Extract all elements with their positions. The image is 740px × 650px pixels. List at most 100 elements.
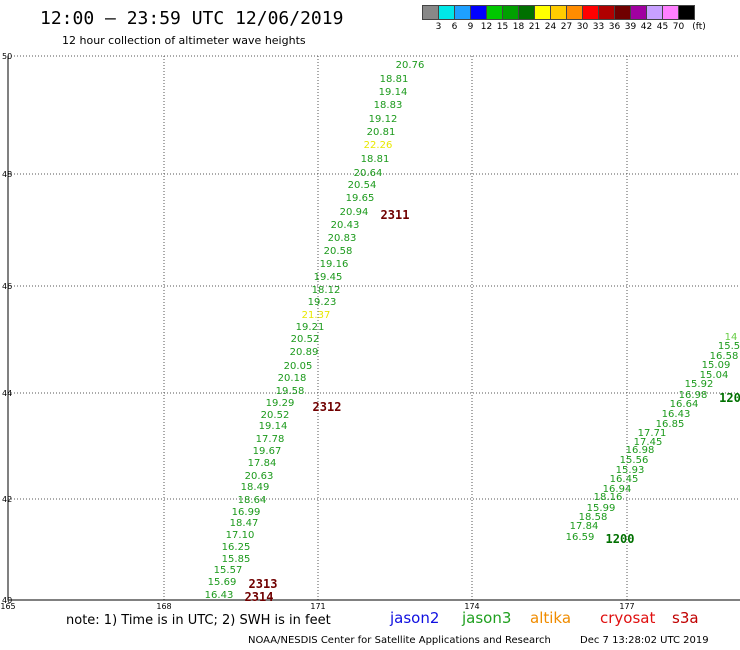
wave-height-reading: 16.59 [566, 532, 595, 543]
wave-height-reading: 16.94 [603, 484, 632, 495]
wave-height-reading: 17.71 [638, 428, 667, 439]
wave-height-reading: 16.98 [679, 390, 708, 401]
latitude-tick-label: 48 [2, 170, 12, 179]
color-scale-label: 70 [672, 22, 685, 32]
wave-height-reading: 14 [725, 332, 738, 343]
wave-height-reading: 16.58 [710, 351, 739, 362]
color-scale-label: 3 [435, 22, 442, 32]
time-mark: 2312 [313, 400, 342, 414]
wave-height-reading: 20.64 [354, 168, 383, 179]
time-mark: 2314 [245, 590, 274, 604]
wave-height-reading: 15.56 [620, 455, 649, 466]
longitude-tick-label: 177 [619, 602, 634, 611]
wave-height-reading: 18.47 [230, 518, 259, 529]
longitude-tick-label: 174 [464, 602, 479, 611]
wave-height-reading: 20.94 [340, 207, 369, 218]
wave-height-reading: 16.98 [626, 445, 655, 456]
color-scale-unit: (ft) [692, 22, 706, 32]
wave-height-reading: 20.83 [328, 233, 357, 244]
wave-height-reading: 17.84 [248, 458, 277, 469]
wave-height-reading: 15.69 [208, 577, 237, 588]
wave-height-reading: 16.99 [232, 507, 261, 518]
longitude-tick-label: 168 [156, 602, 171, 611]
generated-timestamp: Dec 7 13:28:02 UTC 2019 [580, 635, 709, 646]
wave-height-reading: 18.49 [241, 482, 270, 493]
color-scale-label: 33 [592, 22, 605, 32]
wave-height-reading: 19.14 [379, 87, 408, 98]
footer-note: note: 1) Time is in UTC; 2) SWH is in fe… [66, 613, 331, 628]
color-scale-label: 6 [451, 22, 458, 32]
map-title: 12:00 – 23:59 UTC 12/06/2019 [40, 8, 344, 29]
latitude-tick-label: 44 [2, 389, 12, 398]
wave-height-reading: 20.58 [324, 246, 353, 257]
map-subtitle: 12 hour collection of altimeter wave hei… [62, 34, 306, 47]
wave-height-reading: 20.18 [278, 373, 307, 384]
wave-height-reading: 22.26 [364, 140, 393, 151]
color-scale-labels: 3 6 9 12 15 18 21 24 27 30 33 36 39 42 45 70 (ft) [422, 22, 740, 34]
color-scale-label: 21 [528, 22, 541, 32]
latitude-tick-label: 46 [2, 282, 12, 291]
wave-height-reading: 17.45 [634, 437, 663, 448]
time-mark: 1200 [606, 532, 635, 546]
wave-height-reading: 19.16 [320, 259, 349, 270]
wave-height-reading: 15.93 [616, 465, 645, 476]
color-scale-label: 30 [576, 22, 589, 32]
wave-height-reading: 16.43 [662, 409, 691, 420]
color-scale-label: 12 [480, 22, 493, 32]
color-scale-label: 9 [467, 22, 474, 32]
wave-height-reading: 19.58 [276, 386, 305, 397]
wave-height-reading: 20.89 [290, 347, 319, 358]
wave-height-reading: 16.45 [610, 474, 639, 485]
longitude-tick-label: 171 [310, 602, 325, 611]
wave-height-reading: 19.12 [369, 114, 398, 125]
wave-height-reading: 15.99 [587, 503, 616, 514]
satellite-legend-entry: jason3 [462, 609, 512, 627]
wave-height-reading: 18.16 [594, 492, 623, 503]
wave-height-reading: 20.54 [348, 180, 377, 191]
wave-height-reading: 18.58 [579, 512, 608, 523]
wave-height-reading: 19.67 [253, 446, 282, 457]
latitude-tick-label: 50 [2, 52, 12, 61]
wave-height-reading: 19.14 [259, 421, 288, 432]
color-scale-label: 39 [624, 22, 637, 32]
wave-height-reading: 15.09 [702, 360, 731, 371]
wave-height-reading: 20.52 [261, 410, 290, 421]
wave-height-reading: 17.84 [570, 521, 599, 532]
time-mark: 2311 [381, 208, 410, 222]
wave-height-reading: 18.83 [374, 100, 403, 111]
longitude-tick-label: 165 [0, 602, 15, 611]
wave-height-reading: 18.64 [238, 495, 267, 506]
color-scale-swatch [678, 5, 695, 20]
wave-height-reading: 20.43 [331, 220, 360, 231]
wave-height-reading: 18.81 [361, 154, 390, 165]
time-mark: 120 [719, 391, 740, 405]
wave-height-reading: 15.92 [685, 379, 714, 390]
wave-height-reading: 20.05 [284, 361, 313, 372]
satellite-legend-entry: jason2 [390, 609, 440, 627]
wave-height-reading: 20.76 [396, 60, 425, 71]
color-scale-label: 15 [496, 22, 509, 32]
wave-height-reading: 15.85 [222, 554, 251, 565]
color-scale-label: 36 [608, 22, 621, 32]
wave-height-reading: 16.43 [205, 590, 234, 601]
wave-height-reading: 20.63 [245, 471, 274, 482]
color-scale-label: 24 [544, 22, 557, 32]
color-scale-label: 42 [640, 22, 653, 32]
credit-line: NOAA/NESDIS Center for Satellite Applica… [248, 635, 551, 646]
wave-height-reading: 19.65 [346, 193, 375, 204]
latitude-tick-label: 42 [2, 495, 12, 504]
wave-height-reading: 18.12 [312, 285, 341, 296]
wave-height-reading: 20.81 [367, 127, 396, 138]
latitude-tick-label: 40 [2, 596, 12, 605]
wave-height-reading: 19.23 [308, 297, 337, 308]
time-mark: 2313 [249, 577, 278, 591]
color-scale-label: 27 [560, 22, 573, 32]
wave-height-reading: 16.64 [670, 399, 699, 410]
wave-height-reading: 19.21 [296, 322, 325, 333]
wave-height-reading: 16.25 [222, 542, 251, 553]
satellite-legend-entry: cryosat [600, 609, 656, 627]
wave-height-reading: 20.52 [291, 334, 320, 345]
wave-height-reading: 15.5 [718, 341, 740, 352]
wave-height-reading: 19.45 [314, 272, 343, 283]
